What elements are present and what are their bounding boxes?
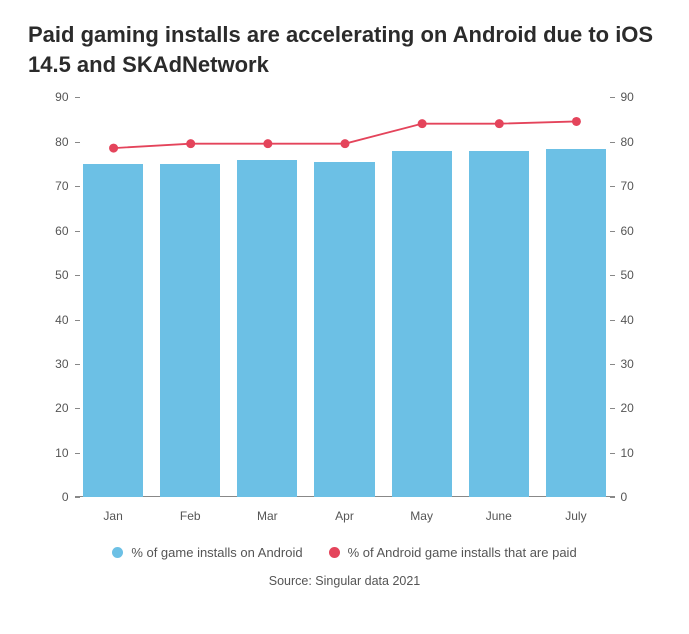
legend-item-bar: % of game installs on Android <box>112 545 302 560</box>
ytick-right: 70 <box>621 179 655 193</box>
bar <box>392 151 452 498</box>
ytick-left: 60 <box>35 224 69 238</box>
ytick-mark <box>610 497 615 498</box>
legend-line-label: % of Android game installs that are paid <box>348 545 577 560</box>
bar-swatch-icon <box>112 547 123 558</box>
bar-slot <box>152 97 229 497</box>
bar <box>237 160 297 498</box>
ytick-right: 10 <box>621 446 655 460</box>
line-swatch-icon <box>329 547 340 558</box>
x-label: May <box>383 501 460 527</box>
ytick-left: 0 <box>35 490 69 504</box>
x-axis-labels: JanFebMarAprMayJuneJuly <box>75 501 615 527</box>
x-label: Mar <box>229 501 306 527</box>
bar-slot <box>306 97 383 497</box>
ytick-right: 30 <box>621 357 655 371</box>
ytick-left: 10 <box>35 446 69 460</box>
legend: % of game installs on Android % of Andro… <box>28 545 661 560</box>
bar-slot <box>75 97 152 497</box>
chart-title: Paid gaming installs are accelerating on… <box>28 20 661 79</box>
ytick-right: 0 <box>621 490 655 504</box>
chart-container: Paid gaming installs are accelerating on… <box>0 0 689 588</box>
source-text: Source: Singular data 2021 <box>28 574 661 588</box>
ytick-right: 20 <box>621 401 655 415</box>
bars-layer <box>75 97 615 497</box>
ytick-left: 90 <box>35 90 69 104</box>
bar-slot <box>383 97 460 497</box>
bar-slot <box>460 97 537 497</box>
bar <box>469 151 529 498</box>
bar <box>83 164 143 497</box>
bar <box>160 164 220 497</box>
bar-slot <box>229 97 306 497</box>
ytick-left: 80 <box>35 135 69 149</box>
bar <box>546 149 606 498</box>
ytick-left: 70 <box>35 179 69 193</box>
x-label: June <box>460 501 537 527</box>
x-label: Feb <box>152 501 229 527</box>
ytick-right: 80 <box>621 135 655 149</box>
x-label: Jan <box>75 501 152 527</box>
x-label: Apr <box>306 501 383 527</box>
ytick-left: 40 <box>35 313 69 327</box>
legend-bar-label: % of game installs on Android <box>131 545 302 560</box>
ytick-left: 50 <box>35 268 69 282</box>
legend-item-line: % of Android game installs that are paid <box>329 545 577 560</box>
ytick-right: 40 <box>621 313 655 327</box>
ytick-right: 60 <box>621 224 655 238</box>
ytick-right: 50 <box>621 268 655 282</box>
chart-wrap: 00101020203030404050506060707080809090 J… <box>35 97 655 527</box>
x-label: July <box>537 501 614 527</box>
ytick-left: 30 <box>35 357 69 371</box>
ytick-mark <box>75 497 80 498</box>
bar <box>314 162 374 498</box>
ytick-left: 20 <box>35 401 69 415</box>
ytick-right: 90 <box>621 90 655 104</box>
bar-slot <box>537 97 614 497</box>
